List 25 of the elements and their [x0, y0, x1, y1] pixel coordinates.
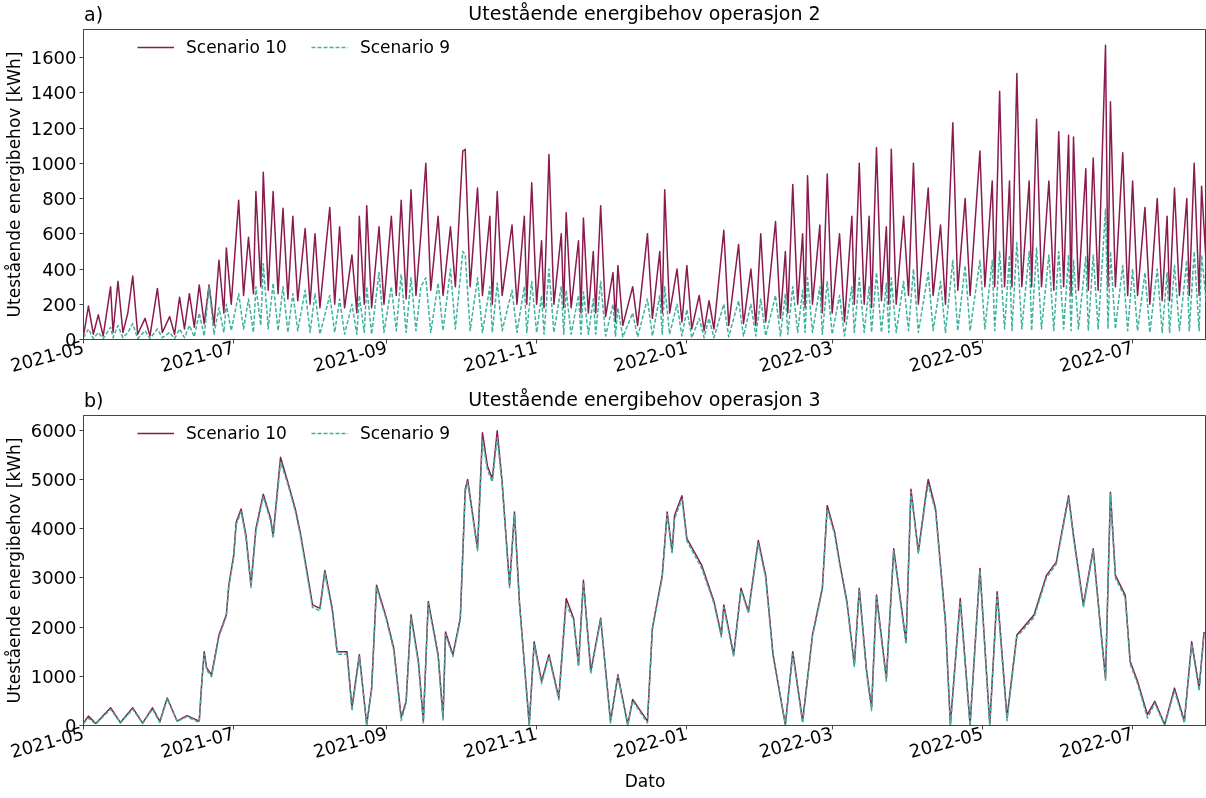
legend-label: Scenario 9 [359, 423, 451, 443]
y-tick-label: 400 [42, 258, 77, 280]
text: b) [84, 389, 104, 411]
x-axis-title: Dato [624, 771, 666, 792]
legend-label: Scenario 10 [186, 423, 287, 443]
legend-label: Scenario 9 [359, 37, 451, 57]
y-tick-label: 3000 [30, 567, 77, 589]
y-tick-label: 6000 [30, 419, 77, 441]
y-tick-label: 1000 [30, 152, 77, 174]
y-tick-label: 1400 [30, 82, 77, 104]
y-axis-title: Utestående energibehov [kWh] [3, 51, 24, 318]
y-tick-label: 800 [42, 188, 77, 210]
y-tick-label: 1000 [30, 665, 77, 687]
chart-title: Utestående energibehov operasjon 3 [468, 387, 821, 410]
legend-label: Scenario 10 [186, 37, 287, 57]
y-tick-label: 1600 [30, 47, 77, 69]
y-tick-label: 1200 [30, 117, 77, 139]
y-tick-label: 5000 [30, 468, 77, 490]
y-axis-title: Utestående energibehov [kWh] [3, 437, 24, 704]
y-tick-label: 200 [42, 293, 77, 315]
text: a) [84, 3, 104, 25]
y-tick-label: 2000 [30, 616, 77, 638]
y-tick-label: 4000 [30, 518, 77, 540]
chart-title: Utestående energibehov operasjon 2 [468, 1, 821, 24]
y-tick-label: 600 [42, 223, 77, 245]
